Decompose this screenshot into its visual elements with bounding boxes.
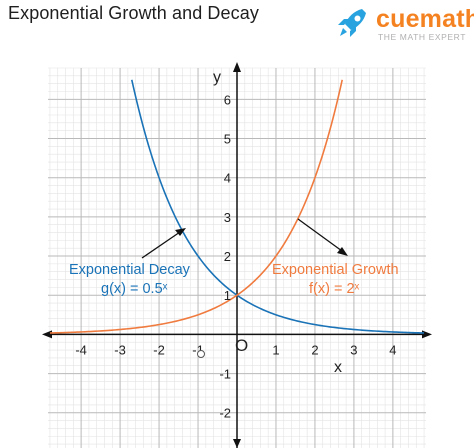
decay-label: Exponential Decay (69, 262, 191, 278)
growth-annotation-arrow (297, 218, 348, 256)
origin-label: O (235, 336, 248, 355)
y-axis-arrow-down (233, 439, 241, 448)
y-axis-arrow-up (233, 62, 241, 72)
y-tick-label: 5 (224, 132, 231, 147)
y-tick-label: 4 (224, 171, 231, 186)
x-axis-arrow-right (422, 330, 432, 339)
brand-tagline: THE MATH EXPERT (378, 32, 467, 42)
y-tick-label: 3 (224, 210, 231, 225)
axes (42, 62, 432, 448)
x-axis-label: x (334, 359, 342, 376)
decay-curve (130, 79, 425, 334)
x-tick-label: -1 (192, 342, 204, 357)
x-tick-label: 2 (311, 342, 318, 357)
y-tick-label: 6 (224, 92, 231, 107)
tick-labels: -4 -3 -2 -1 1 2 3 4 -2 -1 1 2 3 4 5 6 (75, 92, 396, 420)
x-tick-label: 1 (272, 342, 279, 357)
growth-label: Exponential Growth (272, 262, 399, 278)
growth-formula: f(x) = 2ˣ (309, 281, 360, 297)
brand-logo[interactable]: cuemath THE MATH EXPERT (332, 5, 474, 42)
rocket-icon (338, 9, 366, 37)
brand-name: cuemath (376, 5, 474, 33)
series-layer (49, 79, 425, 334)
page-title: Exponential Growth and Decay (8, 3, 259, 23)
x-tick-label: -2 (153, 342, 165, 357)
decay-annotation-arrow (141, 228, 186, 259)
growth-curve (49, 79, 344, 334)
x-tick-label: 3 (350, 342, 357, 357)
y-axis-label: y (213, 69, 221, 86)
y-tick-label: 1 (224, 288, 231, 303)
x-tick-label: 4 (389, 342, 396, 357)
grid-minor (48, 67, 426, 448)
decay-formula: g(x) = 0.5ˣ (101, 281, 168, 297)
y-tick-label: -1 (219, 367, 231, 382)
x-tick-label: -3 (114, 342, 126, 357)
x-tick-label: -4 (75, 342, 87, 357)
x-axis-arrow-left (42, 330, 52, 339)
y-tick-label: -2 (219, 406, 231, 421)
hollow-point-marker (197, 350, 205, 358)
y-tick-label: 2 (224, 249, 231, 264)
